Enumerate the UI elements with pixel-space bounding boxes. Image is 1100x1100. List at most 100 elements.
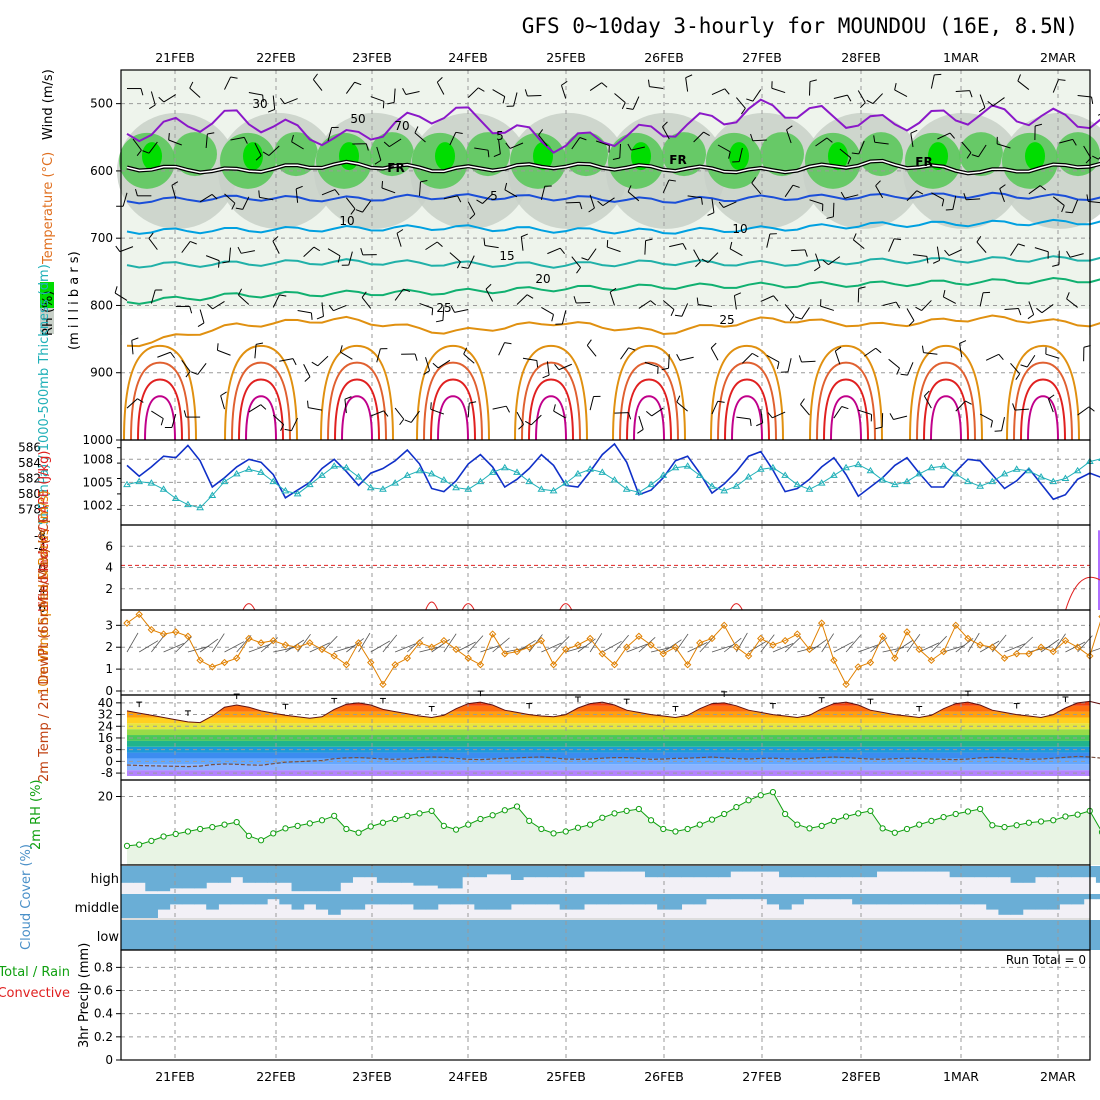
wind-barb <box>961 141 972 153</box>
rh-contour-fill <box>760 132 804 177</box>
wind-barb <box>955 400 966 412</box>
rh2m-point <box>148 837 155 844</box>
wind-barb-flag <box>756 422 763 427</box>
wind-barb-flag <box>526 294 534 299</box>
wind10m-speed-line <box>126 613 1100 686</box>
date-label-top: 23FEB <box>352 50 392 65</box>
cloud-cover-cell <box>718 920 731 950</box>
wind-barb <box>389 138 402 148</box>
contour-label: 20 <box>535 272 550 286</box>
wind10m-speed-point <box>123 619 131 627</box>
wind10m-speed-point <box>659 650 667 658</box>
wind-barb <box>976 241 987 253</box>
wind-barb <box>467 201 476 215</box>
cloud-cover-cell <box>827 894 841 900</box>
cloud-cover-cell <box>657 866 670 878</box>
wind-barb <box>474 147 489 151</box>
wind10m-speed-point <box>525 643 533 651</box>
rh2m-point <box>916 821 923 828</box>
cloud-cover-cell <box>559 866 573 878</box>
cloud-cover-cell <box>584 894 597 905</box>
pressure-tick-label: 600 <box>90 164 113 178</box>
thickness-point <box>257 468 265 475</box>
wind-barb <box>820 305 835 311</box>
wind-barb-flag <box>707 212 715 216</box>
rh2m-point <box>245 832 252 839</box>
wind-barb-flag <box>536 360 539 368</box>
wind-barb <box>752 139 767 142</box>
cloud-cover-cell <box>815 866 829 878</box>
rh2m-point <box>733 804 740 811</box>
wind-barb-flag <box>734 292 742 297</box>
wind-barb-flag <box>1034 123 1043 127</box>
cloud-cover-cell <box>815 894 829 900</box>
thickness-point <box>634 488 643 495</box>
wind-barb <box>710 347 719 361</box>
warm-isotherm-contour <box>633 395 665 441</box>
wind10m-barb <box>638 636 656 653</box>
wind-barb <box>857 90 866 103</box>
cloud-cover-cell <box>389 894 402 905</box>
precip-frame <box>120 949 1091 1061</box>
cloud-cover-cell <box>291 894 305 910</box>
wind-barb <box>345 197 356 210</box>
cloud-cover-cell <box>900 866 914 872</box>
temp-color-band <box>127 711 1090 718</box>
warm-isotherm-contour <box>612 344 686 441</box>
cloud-level-label: low <box>97 930 120 945</box>
wind10m-speed-point <box>562 645 570 654</box>
wind-barb-flag <box>189 81 194 89</box>
wind-barb-flag <box>255 155 262 161</box>
cloud-cover-cell <box>937 866 951 872</box>
thickness-point <box>1012 465 1021 472</box>
wind-barb <box>410 410 420 423</box>
wind-barb-flag <box>729 241 733 249</box>
wind-barb-flag <box>621 102 626 110</box>
wind-barb <box>602 197 615 207</box>
thickness-point <box>464 485 473 492</box>
wind-barb-flag <box>207 132 215 135</box>
thickness-point <box>305 480 314 488</box>
wind-barb-flag <box>168 132 170 141</box>
wind-barb-flag <box>894 238 902 241</box>
thickness-point <box>695 471 704 478</box>
wind-barb-flag <box>238 288 243 296</box>
wind10m-speed-point <box>903 628 911 636</box>
wind-barb-flag <box>670 309 675 317</box>
wind-barb <box>1052 196 1065 206</box>
wind-barb <box>467 255 475 269</box>
cloud-cover-cell <box>279 866 293 883</box>
wind-barb <box>955 90 970 93</box>
thickness-point <box>842 463 850 471</box>
wind-barb <box>921 300 932 311</box>
thickness-point <box>427 469 436 477</box>
cloud-cover-cell <box>486 894 500 910</box>
dewpoint2m-line <box>126 755 1100 768</box>
wind-barb <box>760 295 774 302</box>
contour-label: 70 <box>394 119 409 133</box>
wind-barb-flag <box>579 202 583 210</box>
date-label-bottom: 27FEB <box>742 1069 782 1084</box>
rh2m-point <box>282 825 289 832</box>
rh2m-point <box>343 825 350 833</box>
thickness-point <box>452 483 460 491</box>
wind-barb <box>242 196 250 210</box>
rh-contour-fill <box>662 132 706 177</box>
thickness-point <box>391 479 400 486</box>
cloud-cover-cell <box>1047 866 1060 878</box>
cloud-cover-cell <box>242 894 256 905</box>
wind-barb-flag <box>875 347 882 354</box>
cloud-cover-cell <box>986 920 999 950</box>
wind10m-speed-point <box>391 661 399 669</box>
wind-barb-flag <box>216 343 219 351</box>
wind10m-speed-point <box>842 680 850 689</box>
slp-tick-label: 1008 <box>82 452 113 466</box>
rh-contour-fill <box>1025 142 1045 171</box>
wind-barb-flag <box>597 200 604 207</box>
cloud-cover-cell <box>803 866 817 878</box>
date-label-bottom: 23FEB <box>352 1069 392 1084</box>
thickness-point <box>964 477 972 485</box>
wind-barb-flag <box>612 157 620 160</box>
wind-barb <box>381 187 396 194</box>
rh-contour-fill <box>859 132 903 177</box>
